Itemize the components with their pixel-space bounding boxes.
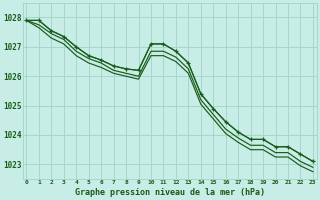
X-axis label: Graphe pression niveau de la mer (hPa): Graphe pression niveau de la mer (hPa): [75, 188, 265, 197]
